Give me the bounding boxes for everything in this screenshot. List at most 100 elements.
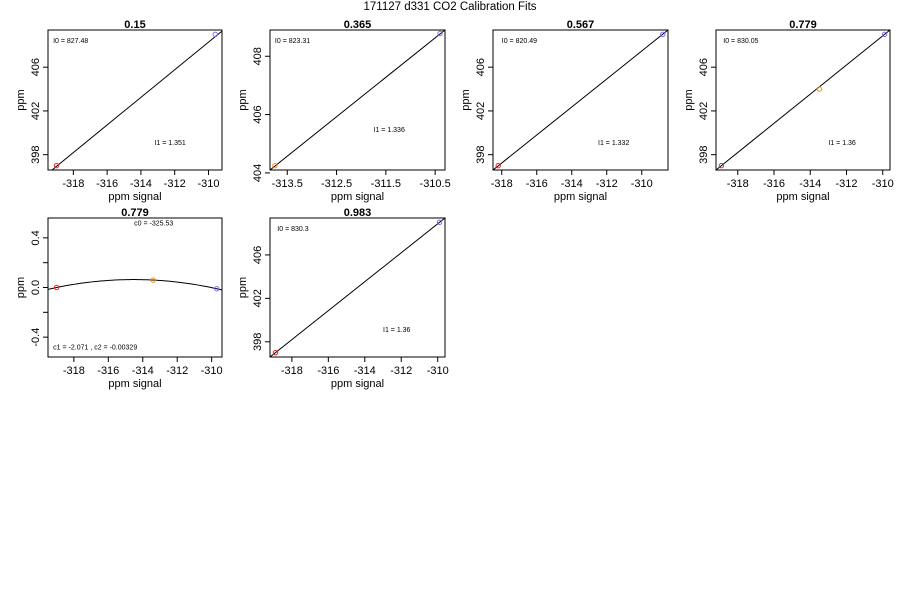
x-tick-label: -313.5 — [272, 178, 303, 190]
chart-panel-3: 0.567 -318 -316 -314 -312 -310 398 402 406 ppm si… — [460, 19, 669, 203]
plot-frame — [492, 29, 669, 171]
chart-title: 0.779 — [789, 19, 817, 31]
plot-frame — [715, 29, 891, 171]
chart-panel-2: 0.365 -313.5 -312.5 -311.5 -310.5 404 406 408 pp… — [237, 19, 451, 203]
y-tick-label: 406 — [30, 58, 42, 76]
x-tick-label: -318 — [63, 365, 85, 377]
fit-annotation: I1 = 1.351 — [154, 140, 185, 147]
x-tick-label: -314 — [354, 365, 376, 377]
data-point — [212, 31, 218, 38]
y-axis-label: ppm — [237, 89, 249, 110]
data-point — [495, 162, 501, 169]
x-tick-label: -316 — [317, 365, 339, 377]
x-tick-label: -316 — [763, 178, 785, 190]
fit-annotation: I1 = 1.36 — [383, 327, 411, 334]
x-axis-label: ppm signal — [108, 378, 161, 390]
fit-annotation: I0 = 823.31 — [275, 38, 310, 45]
x-tick-label: -312 — [166, 365, 188, 377]
fit-annotation: c1 = -2.071 , c2 = -0.00329 — [53, 345, 137, 352]
chart-title: 0.779 — [121, 207, 149, 219]
x-tick-label: -316 — [97, 365, 119, 377]
data-point — [436, 219, 443, 226]
fit-annotation: I0 = 827.48 — [53, 38, 88, 45]
x-tick-label: -312 — [390, 365, 412, 377]
x-tick-label: -314 — [132, 365, 154, 377]
plot-frame — [269, 217, 446, 358]
fit-annotation: I0 = 830.3 — [277, 226, 308, 233]
plot-frame — [47, 29, 223, 171]
y-axis-label: ppm — [15, 89, 27, 110]
y-axis-label: ppm — [15, 277, 27, 298]
y-tick-label: 402 — [698, 102, 710, 120]
fit-annotation: I1 = 1.332 — [598, 140, 629, 147]
x-tick-label: -316 — [526, 178, 548, 190]
x-tick-label: -318 — [727, 178, 749, 190]
y-tick-label: 406 — [252, 105, 264, 123]
data-point — [437, 30, 443, 37]
fit-annotation: c0 = -325.53 — [134, 220, 173, 227]
data-point — [272, 349, 279, 356]
chart-panel-4: 0.779 -318 -316 -314 -312 -310 398 402 406 ppm si… — [683, 19, 894, 203]
y-tick-label: 406 — [252, 246, 264, 264]
data-point — [660, 31, 666, 38]
x-axis-label: ppm signal — [331, 191, 384, 203]
page-title: 171127 d331 CO2 Calibration Fits — [363, 1, 537, 13]
y-tick-label: 402 — [252, 289, 264, 307]
y-tick-label: 0.4 — [30, 230, 42, 245]
x-axis-label: ppm signal — [776, 191, 829, 203]
y-tick-label: 398 — [698, 146, 710, 164]
y-tick-label: 398 — [30, 146, 42, 164]
y-tick-label: 398 — [475, 146, 487, 164]
x-tick-label: -312 — [835, 178, 857, 190]
data-point — [53, 284, 60, 291]
x-tick-label: -314 — [799, 178, 821, 190]
x-tick-label: -312.5 — [321, 178, 352, 190]
y-axis-label: ppm — [237, 277, 249, 298]
fit-line — [716, 30, 890, 170]
chart-panel-6: 0.983 -318 -316 -314 -312 -310 398 402 406 ppm si… — [237, 207, 449, 390]
fit-annotation: I1 = 1.336 — [374, 127, 405, 134]
fit-line — [270, 30, 445, 170]
y-tick-label: 406 — [475, 58, 487, 76]
y-tick-label: 398 — [252, 333, 264, 351]
y-tick-label: -0.4 — [30, 328, 42, 347]
fit-annotation: I0 = 820.49 — [502, 38, 537, 45]
chart-title: 0.983 — [344, 207, 372, 219]
fit-annotation: I1 = 1.36 — [828, 140, 856, 147]
x-tick-label: -310 — [201, 365, 223, 377]
data-point — [718, 162, 725, 169]
x-tick-label: -311.5 — [371, 178, 401, 190]
y-tick-label: 406 — [698, 58, 710, 76]
x-tick-label: -310 — [197, 178, 219, 190]
x-tick-label: -314 — [130, 178, 152, 190]
x-axis-label: ppm signal — [108, 191, 161, 203]
x-tick-label: -312 — [164, 178, 186, 190]
x-tick-label: -314 — [561, 178, 583, 190]
x-axis-label: ppm signal — [554, 191, 607, 203]
data-point — [150, 277, 156, 283]
y-tick-label: 408 — [252, 47, 264, 65]
data-point — [881, 31, 888, 38]
y-tick-label: 404 — [252, 164, 264, 182]
x-axis-label: ppm signal — [331, 378, 384, 390]
chart-title: 0.567 — [567, 19, 595, 31]
data-point — [816, 86, 823, 92]
chart-title: 0.15 — [124, 19, 145, 31]
fit-line — [493, 30, 668, 170]
fit-line — [51, 30, 222, 170]
plot-frame — [269, 29, 446, 171]
y-tick-label: 402 — [475, 102, 487, 120]
plot-frame — [47, 217, 223, 358]
y-axis-label: ppm — [683, 89, 695, 110]
x-tick-label: -318 — [62, 178, 84, 190]
chart-panel-1: 0.15 -318 -316 -314 -312 -310 398 402 406 ppm sig… — [15, 19, 223, 203]
data-point — [53, 162, 60, 169]
x-tick-label: -316 — [96, 178, 118, 190]
x-tick-label: -310 — [872, 178, 894, 190]
x-tick-label: -310.5 — [420, 178, 451, 190]
x-tick-label: -310 — [631, 178, 653, 190]
x-tick-label: -310 — [427, 365, 449, 377]
y-tick-label: 0.0 — [30, 280, 42, 295]
y-axis-label: ppm — [460, 89, 472, 110]
